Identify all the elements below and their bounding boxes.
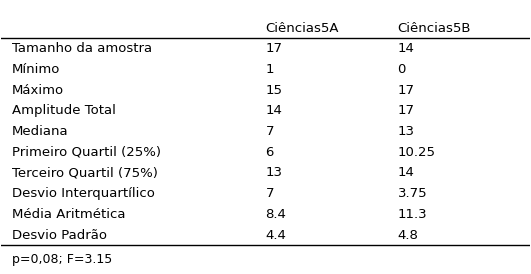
Text: Ciências5B: Ciências5B: [398, 22, 471, 35]
Text: 4.8: 4.8: [398, 229, 418, 242]
Text: 14: 14: [398, 167, 414, 179]
Text: 14: 14: [266, 104, 282, 117]
Text: Terceiro Quartil (75%): Terceiro Quartil (75%): [12, 167, 158, 179]
Text: 17: 17: [266, 42, 282, 55]
Text: 7: 7: [266, 125, 274, 138]
Text: Mínimo: Mínimo: [12, 63, 61, 76]
Text: Tamanho da amostra: Tamanho da amostra: [12, 42, 152, 55]
Text: 17: 17: [398, 104, 415, 117]
Text: 13: 13: [266, 167, 282, 179]
Text: Desvio Padrão: Desvio Padrão: [12, 229, 107, 242]
Text: 8.4: 8.4: [266, 208, 286, 221]
Text: Mediana: Mediana: [12, 125, 68, 138]
Text: Primeiro Quartil (25%): Primeiro Quartil (25%): [12, 146, 161, 159]
Text: 7: 7: [266, 187, 274, 200]
Text: 14: 14: [398, 42, 414, 55]
Text: Média Aritmética: Média Aritmética: [12, 208, 125, 221]
Text: 13: 13: [398, 125, 415, 138]
Text: 10.25: 10.25: [398, 146, 435, 159]
Text: 17: 17: [398, 84, 415, 97]
Text: 1: 1: [266, 63, 274, 76]
Text: Desvio Interquartílico: Desvio Interquartílico: [12, 187, 155, 200]
Text: 15: 15: [266, 84, 282, 97]
Text: 11.3: 11.3: [398, 208, 427, 221]
Text: Máximo: Máximo: [12, 84, 64, 97]
Text: p=0,08; F=3.15: p=0,08; F=3.15: [12, 253, 112, 266]
Text: Ciências5A: Ciências5A: [266, 22, 339, 35]
Text: 6: 6: [266, 146, 274, 159]
Text: 3.75: 3.75: [398, 187, 427, 200]
Text: Amplitude Total: Amplitude Total: [12, 104, 116, 117]
Text: 0: 0: [398, 63, 406, 76]
Text: 4.4: 4.4: [266, 229, 286, 242]
